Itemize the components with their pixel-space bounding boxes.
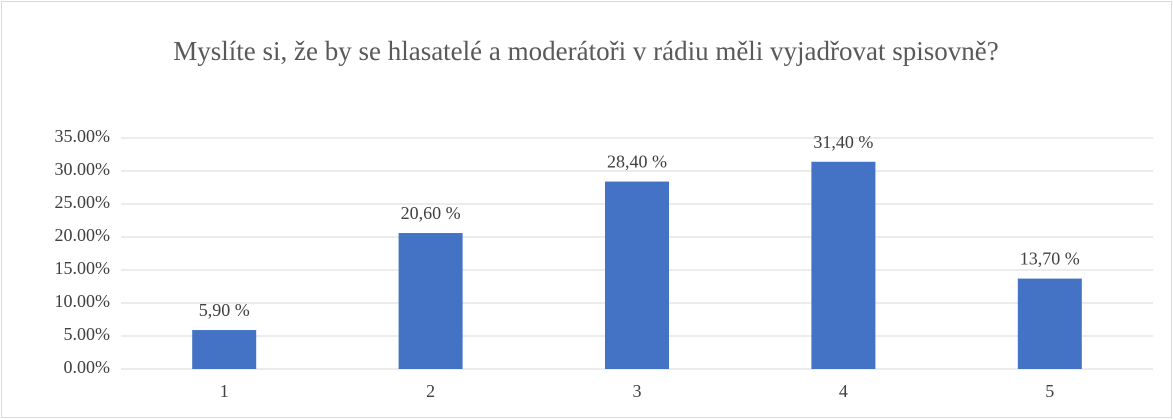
bar [192,330,257,369]
y-tick-label: 10.00% [55,291,111,311]
bar [605,181,669,369]
chart-title: Myslíte si, že by se hlasatelé a moderát… [173,36,999,66]
x-tick-label: 1 [220,381,229,401]
data-label: 13,70 % [1020,249,1080,269]
y-tick-label: 35.00% [55,126,111,146]
x-tick-label: 2 [426,381,435,401]
x-tick-label: 4 [839,381,848,401]
y-tick-label: 5.00% [64,324,111,344]
data-label: 31,40 % [813,132,873,152]
y-tick-label: 20.00% [55,225,111,245]
y-tick-label: 0.00% [64,357,111,377]
data-label: 20,60 % [401,203,461,223]
data-label: 28,40 % [607,152,667,172]
bar [398,233,463,369]
data-label: 5,90 % [199,300,250,320]
y-tick-label: 25.00% [55,192,111,212]
y-tick-label: 15.00% [55,258,111,278]
bar [1017,278,1082,369]
x-tick-label: 5 [1045,381,1054,401]
x-tick-label: 3 [633,381,642,401]
bar [811,161,876,369]
y-tick-label: 30.00% [55,159,111,179]
